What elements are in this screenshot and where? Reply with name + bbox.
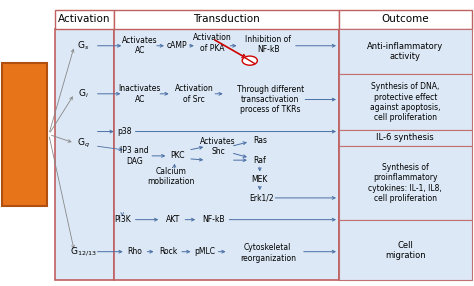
- Text: Rock: Rock: [159, 247, 177, 256]
- Text: pMLC: pMLC: [194, 247, 215, 256]
- FancyBboxPatch shape: [114, 29, 339, 280]
- FancyBboxPatch shape: [114, 10, 339, 29]
- Text: Cell
migration: Cell migration: [385, 241, 426, 260]
- Text: cAMP: cAMP: [166, 41, 187, 50]
- FancyBboxPatch shape: [339, 130, 472, 146]
- Text: Activation
of Src: Activation of Src: [175, 84, 214, 104]
- Text: NK1
receptor: NK1 receptor: [3, 125, 46, 144]
- Text: Through different
transactivation
process of TKRs: Through different transactivation proces…: [237, 85, 304, 114]
- Text: MEK: MEK: [252, 175, 268, 184]
- Text: Activation: Activation: [58, 14, 110, 24]
- FancyBboxPatch shape: [339, 10, 472, 29]
- Text: G$_q$: G$_q$: [76, 136, 90, 150]
- FancyBboxPatch shape: [55, 10, 114, 29]
- Text: PKC: PKC: [171, 151, 185, 160]
- Text: Activates
AC: Activates AC: [122, 36, 158, 55]
- Text: Inhibition of
NF-kB: Inhibition of NF-kB: [245, 35, 292, 54]
- Text: IP3 and
DAG: IP3 and DAG: [120, 146, 148, 166]
- Text: Erk1/2: Erk1/2: [249, 193, 273, 202]
- Text: Rho: Rho: [128, 247, 143, 256]
- Text: Transduction: Transduction: [193, 14, 260, 24]
- Text: Ras: Ras: [253, 136, 267, 145]
- Text: Outcome: Outcome: [382, 14, 429, 24]
- Text: Calcium
mobilization: Calcium mobilization: [147, 167, 194, 186]
- FancyBboxPatch shape: [2, 63, 47, 206]
- Text: AKT: AKT: [166, 215, 180, 224]
- Text: Synthesis of DNA,
protective effect
against apoptosis,
cell proliferation: Synthesis of DNA, protective effect agai…: [370, 82, 440, 122]
- FancyBboxPatch shape: [339, 29, 472, 74]
- FancyBboxPatch shape: [339, 29, 472, 280]
- Text: IL-6 synthesis: IL-6 synthesis: [376, 134, 434, 142]
- Text: Activates
Shc: Activates Shc: [200, 137, 236, 156]
- Circle shape: [242, 56, 257, 65]
- Text: G$_{12/13}$: G$_{12/13}$: [70, 245, 96, 258]
- Text: Raf: Raf: [254, 156, 266, 165]
- Text: Cytoskeletal
reorganization: Cytoskeletal reorganization: [240, 243, 296, 263]
- FancyBboxPatch shape: [339, 220, 472, 280]
- Text: Synthesis of
proinflammatory
cytokines: IL-1, IL8,
cell proliferation: Synthesis of proinflammatory cytokines: …: [368, 163, 442, 203]
- Text: Activation
of PKA: Activation of PKA: [193, 33, 232, 53]
- FancyBboxPatch shape: [339, 74, 472, 130]
- Text: G$_i$: G$_i$: [78, 88, 88, 100]
- FancyBboxPatch shape: [339, 146, 472, 220]
- Text: Inactivates
AC: Inactivates AC: [118, 84, 161, 104]
- FancyBboxPatch shape: [55, 29, 114, 280]
- Text: NF-kB: NF-kB: [202, 215, 225, 224]
- Text: p38: p38: [118, 127, 132, 136]
- Text: G$_s$: G$_s$: [77, 39, 89, 52]
- Text: PI3K: PI3K: [114, 215, 131, 224]
- Text: Anti-inflammatory
activity: Anti-inflammatory activity: [367, 42, 443, 61]
